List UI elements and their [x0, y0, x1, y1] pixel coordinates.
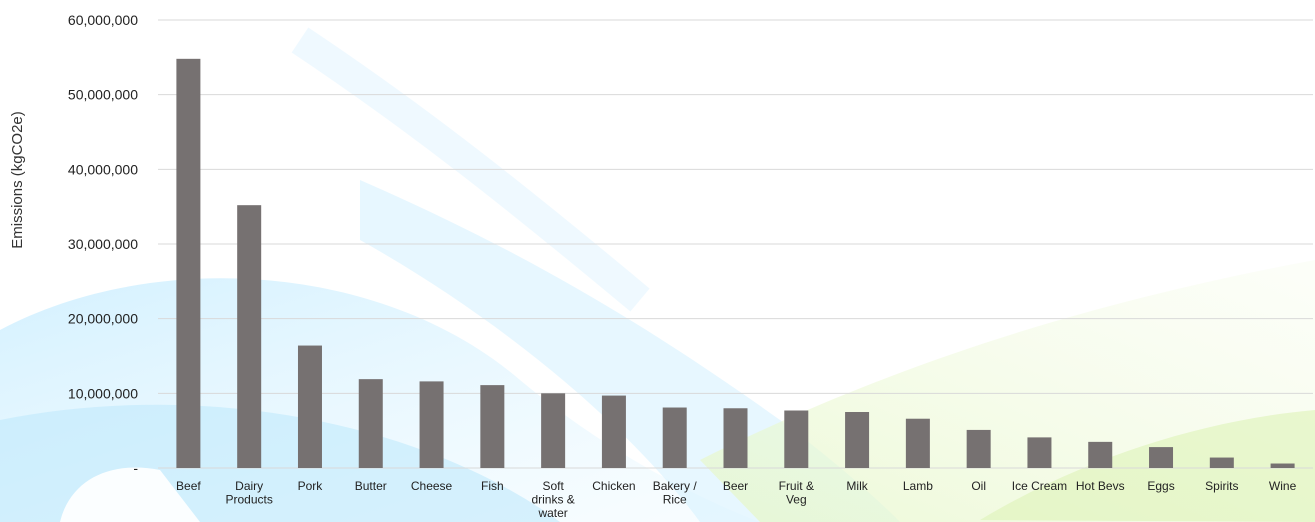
- x-tick-label: Pork: [298, 479, 324, 493]
- y-tick-label: 40,000,000: [68, 161, 138, 177]
- x-tick-label: Hot Bevs: [1076, 479, 1125, 493]
- bar: [1149, 447, 1174, 468]
- y-tick-label: 10,000,000: [68, 385, 138, 401]
- bar: [237, 205, 262, 468]
- bar: [662, 407, 687, 468]
- x-tick-label: Chicken: [592, 479, 635, 493]
- bar: [480, 385, 505, 468]
- bar: [176, 58, 201, 469]
- bar: [358, 379, 383, 468]
- x-tick-label: Lamb: [903, 479, 933, 493]
- x-tick-label: Fruit & Veg: [779, 479, 814, 507]
- bar: [966, 429, 991, 468]
- bar: [1088, 441, 1113, 468]
- x-tick-label: Cheese: [411, 479, 453, 493]
- bar: [1270, 463, 1295, 468]
- y-axis-title: Emissions (kgCO2e): [9, 111, 26, 249]
- y-tick-label: -: [133, 460, 138, 476]
- bar: [905, 418, 930, 468]
- x-tick-label: Bakery / Rice: [653, 479, 698, 507]
- x-tick-label: Beer: [723, 479, 748, 493]
- bar: [845, 412, 870, 468]
- bar: [601, 395, 626, 468]
- bar: [297, 345, 322, 468]
- x-tick-label: Eggs: [1147, 479, 1174, 493]
- bar: [1027, 437, 1052, 468]
- x-tick-label: Spirits: [1205, 479, 1238, 493]
- x-tick-label: Soft drinks & water: [531, 479, 574, 520]
- x-tick-label: Oil: [971, 479, 986, 493]
- y-axis-ticks: - 10,000,000 20,000,000 30,000,000 40,000,00…: [68, 12, 138, 476]
- bar: [541, 393, 566, 468]
- y-tick-label: 30,000,000: [68, 236, 138, 252]
- bar: [784, 410, 809, 468]
- x-tick-label: Wine: [1269, 479, 1297, 493]
- x-tick-label: Ice Cream: [1012, 479, 1067, 493]
- y-tick-label: 50,000,000: [68, 87, 138, 103]
- x-tick-label: Fish: [481, 479, 504, 493]
- bar: [1209, 457, 1234, 468]
- bars: [176, 58, 1295, 469]
- y-tick-label: 20,000,000: [68, 311, 138, 327]
- x-tick-label: Beef: [176, 479, 201, 493]
- x-tick-label: Milk: [846, 479, 868, 493]
- bar: [419, 381, 444, 468]
- x-tick-label: Butter: [355, 479, 387, 493]
- bar: [723, 408, 748, 468]
- y-tick-label: 60,000,000: [68, 12, 138, 28]
- x-tick-label: Dairy Products: [226, 479, 273, 507]
- x-axis-labels: Beef Dairy Products Pork Butter Cheese Fish Sof…: [176, 479, 1297, 520]
